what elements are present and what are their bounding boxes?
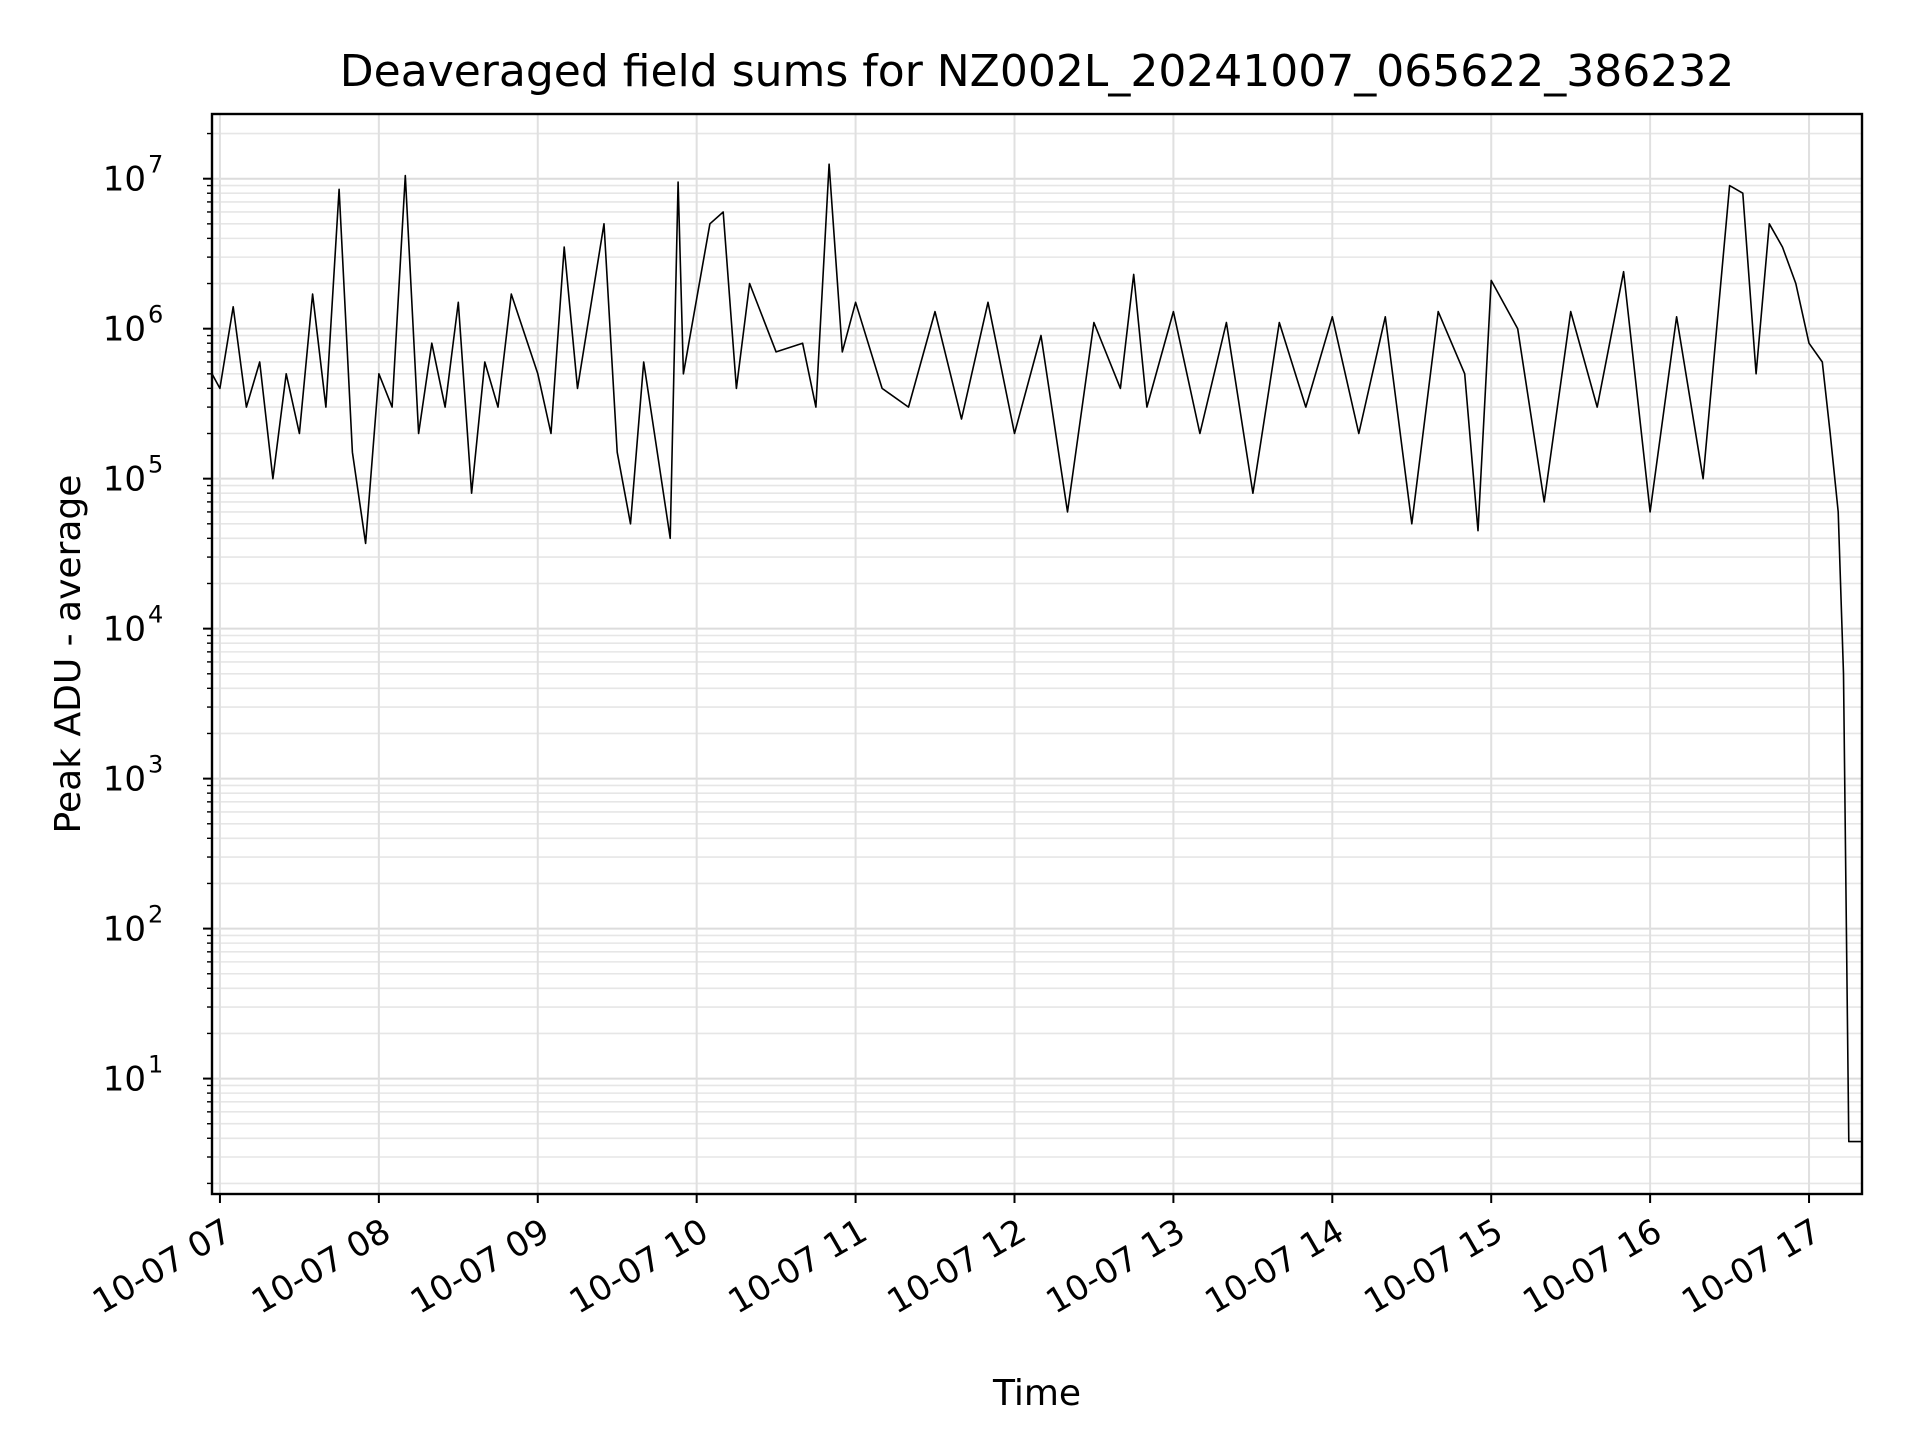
x-tick-label: 10-07 07	[86, 1211, 238, 1322]
y-tick-label: 10	[103, 610, 146, 650]
y-tick-label: 10	[103, 1060, 146, 1100]
axes-frame	[210, 112, 1864, 1196]
x-tick-label: 10-07 13	[1040, 1211, 1192, 1322]
x-tick-label: 10-07 10	[563, 1211, 715, 1322]
y-tick-exponent: 4	[148, 601, 163, 629]
y-tick-label: 10	[103, 160, 146, 200]
x-tick-label: 10-07 09	[404, 1211, 556, 1322]
y-tick-label: 10	[103, 460, 146, 500]
x-axis-label: Time	[992, 1373, 1081, 1414]
y-axis-label: Peak ADU - average	[48, 475, 89, 834]
y-tick-label: 10	[103, 760, 146, 800]
series-line	[211, 163, 1862, 1143]
x-tick-label: 10-07 11	[722, 1211, 874, 1322]
y-tick-exponent: 7	[148, 151, 163, 179]
x-tick-label: 10-07 08	[245, 1211, 397, 1322]
y-tick-label: 10	[103, 910, 146, 950]
x-tick-label: 10-07 16	[1516, 1211, 1668, 1322]
x-tick-label: 10-07 17	[1675, 1211, 1827, 1322]
x-axis: 10-07 07 10-07 08 10-07 09 10-07 10 10-07 11…	[86, 1194, 1828, 1322]
y-tick-exponent: 3	[148, 751, 163, 779]
x-tick-label: 10-07 12	[881, 1211, 1033, 1322]
x-tick-label: 10-07 14	[1198, 1211, 1350, 1322]
chart-title: Deaveraged field sums for NZ002L_2024100…	[340, 46, 1734, 97]
series-layer	[211, 163, 1862, 1143]
grid	[212, 114, 1862, 1194]
y-tick-label: 10	[103, 310, 146, 350]
y-tick-exponent: 2	[148, 901, 163, 929]
x-tick-label: 10-07 15	[1357, 1211, 1509, 1322]
y-tick-exponent: 1	[148, 1051, 163, 1079]
y-tick-exponent: 6	[148, 301, 163, 329]
y-tick-exponent: 5	[148, 451, 163, 479]
